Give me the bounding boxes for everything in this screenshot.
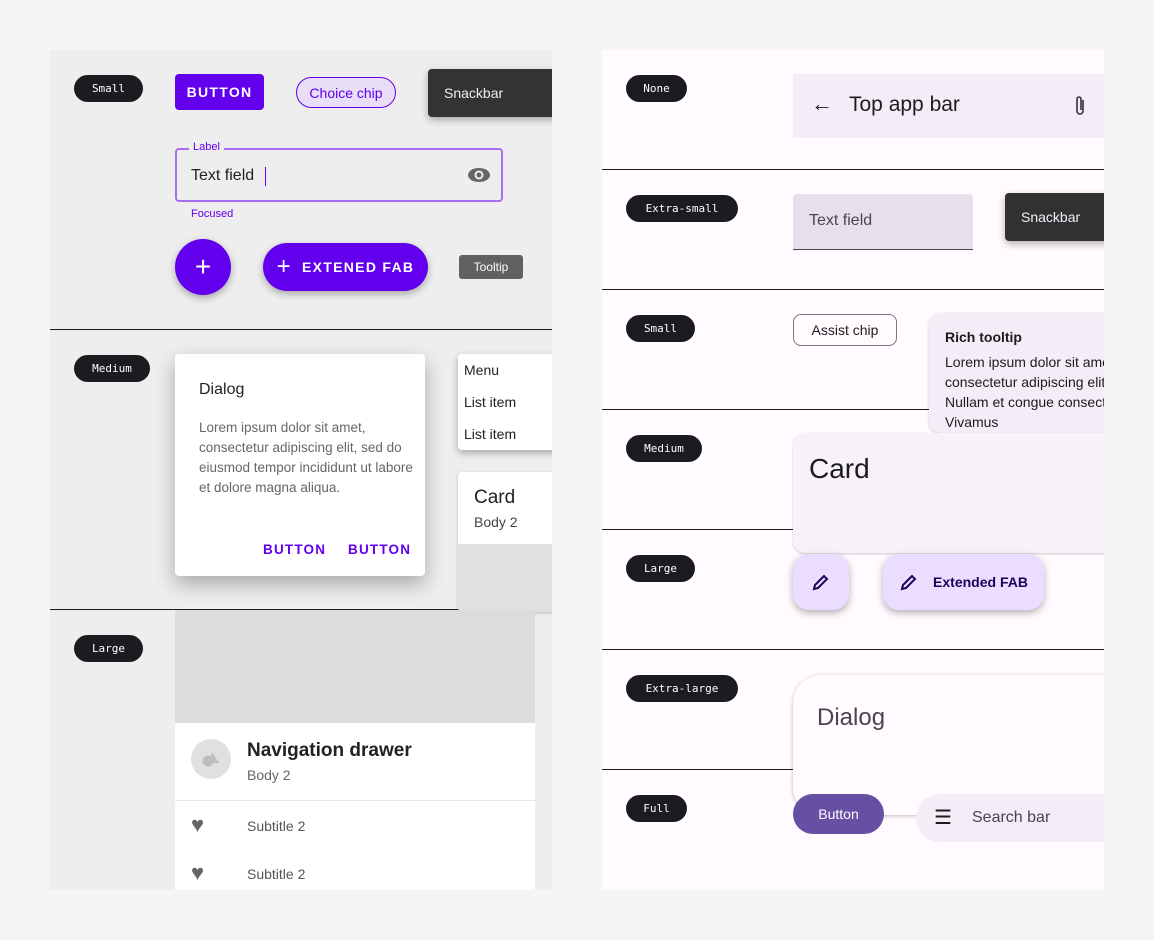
avatar-shapes-icon bbox=[191, 739, 231, 779]
rich-tooltip-title: Rich tooltip bbox=[945, 329, 1022, 345]
filled-button[interactable]: Button bbox=[793, 794, 884, 834]
navigation-drawer: Navigation drawer Body 2 ♥ Subtitle 2 ♥ … bbox=[175, 610, 535, 890]
card-title: Card bbox=[474, 487, 516, 508]
menu-item[interactable]: List item bbox=[464, 394, 517, 410]
top-app-bar-title: Top app bar bbox=[849, 93, 960, 116]
text-field-label: Label bbox=[189, 141, 224, 153]
snackbar: Snackbar bbox=[1005, 193, 1104, 241]
divider bbox=[50, 609, 552, 610]
extended-fab[interactable]: + EXTENED FAB bbox=[263, 243, 428, 291]
extended-fab[interactable]: Extended FAB bbox=[883, 554, 1044, 610]
card[interactable]: Card bbox=[793, 433, 1104, 553]
card[interactable]: Card Body 2 bbox=[458, 472, 552, 612]
drawer-item-label: Subtitle 2 bbox=[247, 866, 306, 882]
text-field[interactable]: Label Text field bbox=[175, 141, 503, 202]
dialog-title: Dialog bbox=[199, 381, 245, 398]
eye-icon[interactable] bbox=[467, 166, 491, 184]
section-label-large: Large bbox=[74, 635, 143, 662]
dialog-button-2[interactable]: BUTTON bbox=[348, 542, 412, 557]
attachment-icon[interactable] bbox=[1073, 94, 1087, 118]
search-bar[interactable]: ☰ Search bar bbox=[916, 794, 1104, 842]
section-label-small: Small bbox=[626, 315, 695, 342]
menu-icon[interactable]: ☰ bbox=[934, 807, 952, 829]
card-title: Card bbox=[809, 453, 870, 484]
drawer-header-image bbox=[175, 610, 535, 723]
section-label-medium: Medium bbox=[74, 355, 150, 382]
contained-button[interactable]: BUTTON bbox=[175, 74, 264, 110]
back-arrow-icon[interactable]: ← bbox=[811, 91, 833, 116]
choice-chip[interactable]: Choice chip bbox=[296, 77, 396, 108]
divider bbox=[602, 289, 1104, 290]
dialog-body: Lorem ipsum dolor sit amet, consectetur … bbox=[199, 420, 413, 495]
pencil-icon bbox=[812, 574, 829, 591]
search-bar-placeholder: Search bar bbox=[972, 809, 1051, 826]
card-body: Body 2 bbox=[474, 514, 518, 530]
drawer-title: Navigation drawer bbox=[247, 740, 412, 761]
filled-text-field[interactable]: Text field bbox=[793, 194, 973, 250]
fab[interactable]: + bbox=[175, 239, 231, 295]
m2-shapes-panel: Small Medium Large BUTTON Choice chip Sn… bbox=[50, 50, 552, 890]
top-app-bar: ← Top app bar bbox=[793, 74, 1104, 138]
section-label-full: Full bbox=[626, 795, 687, 822]
dialog: Dialog Lorem ipsum dolor sit amet, conse… bbox=[175, 354, 425, 576]
section-label-small: Small bbox=[74, 75, 143, 102]
tooltip: Tooltip bbox=[459, 255, 523, 279]
section-label-extra-large: Extra-large bbox=[626, 675, 738, 702]
menu-item[interactable]: List item bbox=[464, 426, 517, 442]
drawer-body: Body 2 bbox=[247, 767, 291, 783]
rich-tooltip: Rich tooltip Lorem ipsum dolor sit amet,… bbox=[929, 313, 1104, 433]
text-cursor bbox=[265, 167, 266, 186]
plus-icon: + bbox=[194, 251, 212, 282]
pencil-icon bbox=[900, 574, 917, 591]
section-label-medium: Medium bbox=[626, 435, 702, 462]
drawer-item-label: Subtitle 2 bbox=[247, 818, 306, 834]
dialog: Dialog bbox=[793, 675, 1104, 815]
dialog-button-1[interactable]: BUTTON bbox=[263, 542, 327, 557]
text-field-value: Text field bbox=[191, 167, 255, 184]
menu: Menu List item List item bbox=[458, 354, 552, 450]
m3-shapes-panel: None Extra-small Small Medium Large Extr… bbox=[602, 50, 1104, 890]
drawer-item[interactable]: ♥ Subtitle 2 bbox=[175, 853, 535, 890]
section-label-none: None bbox=[626, 75, 687, 102]
divider bbox=[602, 649, 1104, 650]
section-label-extra-small: Extra-small bbox=[626, 195, 738, 222]
extended-fab-label: EXTENED FAB bbox=[302, 259, 415, 275]
divider bbox=[602, 169, 1104, 170]
divider bbox=[602, 409, 1104, 410]
divider bbox=[50, 329, 552, 330]
assist-chip[interactable]: Assist chip bbox=[793, 314, 897, 346]
heart-icon: ♥ bbox=[191, 860, 205, 885]
divider bbox=[175, 800, 535, 801]
heart-icon: ♥ bbox=[191, 812, 205, 837]
plus-icon: + bbox=[276, 253, 292, 280]
rich-tooltip-body: Lorem ipsum dolor sit amet, consectetur … bbox=[945, 354, 1104, 430]
snackbar: Snackbar bbox=[428, 69, 552, 117]
section-label-large: Large bbox=[626, 555, 695, 582]
fab[interactable] bbox=[793, 554, 849, 610]
extended-fab-label: Extended FAB bbox=[933, 574, 1028, 590]
dialog-title: Dialog bbox=[817, 704, 886, 731]
text-field-placeholder: Text field bbox=[809, 212, 873, 229]
menu-item[interactable]: Menu bbox=[464, 362, 500, 378]
text-field-helper: Focused bbox=[191, 208, 234, 220]
drawer-item[interactable]: ♥ Subtitle 2 bbox=[175, 805, 535, 845]
